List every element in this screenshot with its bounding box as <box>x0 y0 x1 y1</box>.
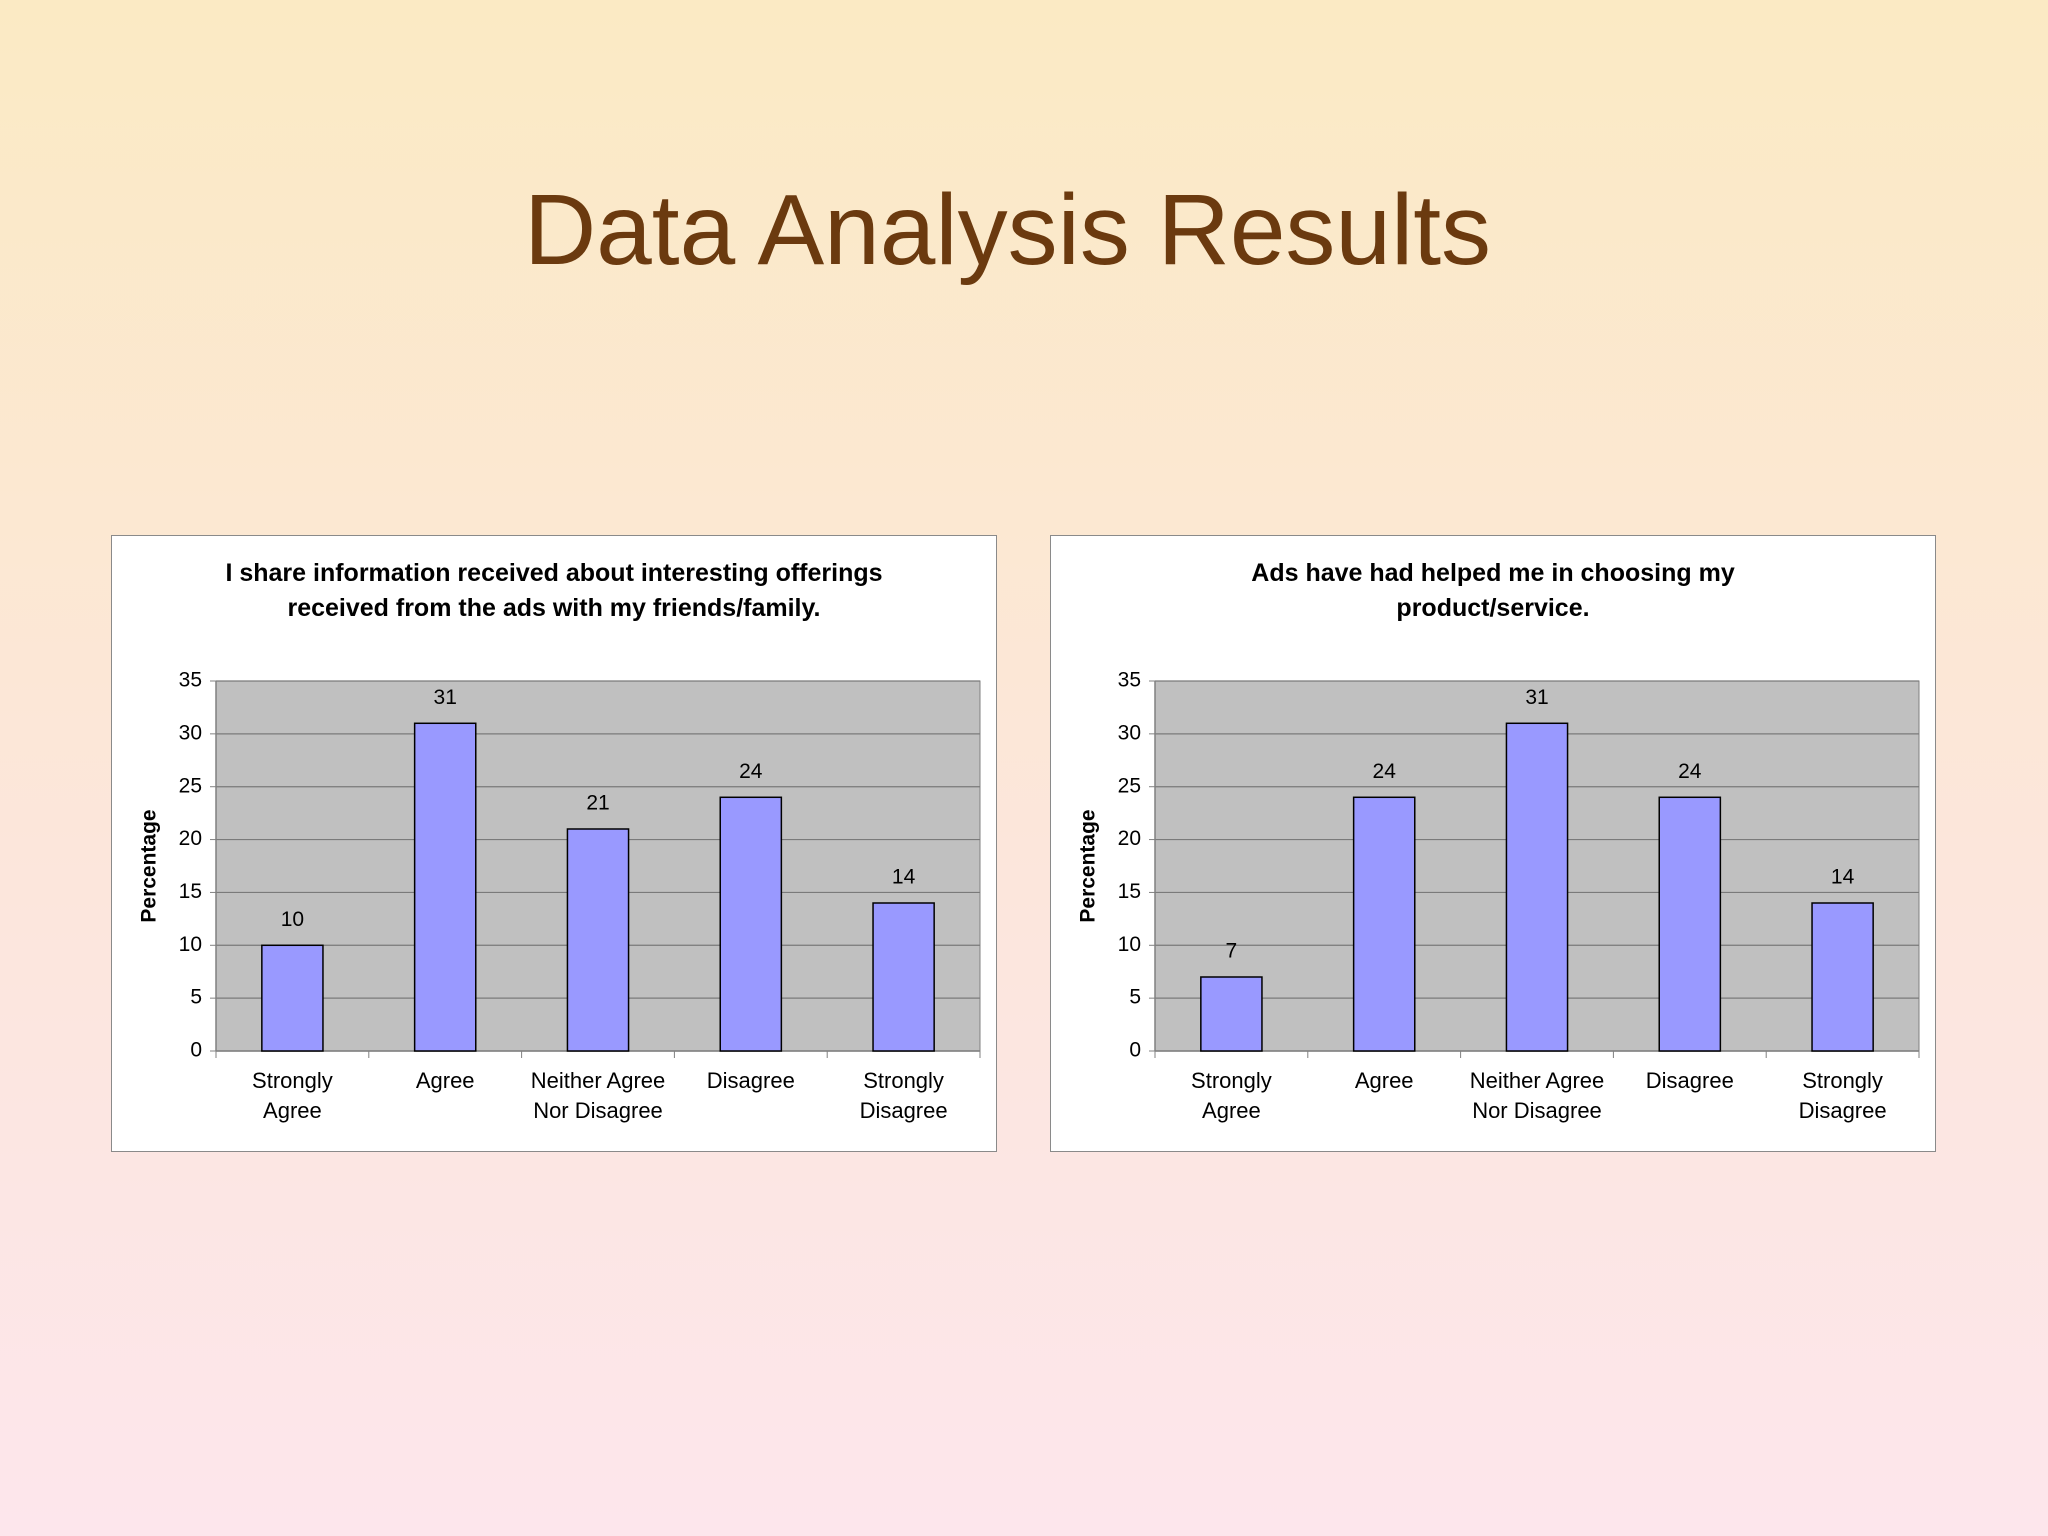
bar <box>1811 902 1874 1052</box>
x-tick-label: Neither Agree Nor Disagree <box>530 1068 666 1123</box>
y-tick-label: 5 <box>190 986 202 1009</box>
y-tick-label: 30 <box>179 721 202 744</box>
y-axis-label: Percentage <box>1077 809 1100 922</box>
data-label: 24 <box>1373 760 1397 783</box>
chart: Ads have had helped me in choosing my pr… <box>1050 535 1936 1152</box>
data-label: 14 <box>1831 866 1855 889</box>
data-label: 14 <box>892 866 916 889</box>
bar <box>1352 796 1416 1052</box>
chart-title: I share information received about inter… <box>225 559 883 622</box>
data-label: 24 <box>739 760 763 783</box>
y-tick-label: 20 <box>1118 827 1141 850</box>
plot: 0 5 10 15 20 25 30 35 Percentage 7 24 31 24 14 <box>1077 669 1920 1062</box>
y-tick-label: 15 <box>1118 880 1141 903</box>
y-tick-label: 25 <box>179 774 202 797</box>
plot: 0 5 10 15 20 25 30 35 Percentage 10 31 21 24 14 <box>138 669 981 1062</box>
y-tick-label: 25 <box>1118 774 1141 797</box>
bar <box>1200 976 1263 1052</box>
y-tick-label: 30 <box>1118 721 1141 744</box>
bar <box>413 722 477 1052</box>
x-tick-label: Strongly Disagree <box>1798 1068 1887 1123</box>
y-tick-label: 35 <box>1118 669 1141 692</box>
x-tick-label: Strongly Agree <box>1191 1068 1272 1123</box>
x-tick-label: Disagree <box>706 1068 795 1093</box>
bar <box>872 902 935 1052</box>
y-tick-label: 35 <box>179 669 202 692</box>
chart-title: Ads have had helped me in choosing my pr… <box>1251 559 1735 622</box>
bar <box>1505 722 1569 1052</box>
y-tick-label: 20 <box>179 827 202 850</box>
x-tick-label: Agree <box>1354 1068 1414 1093</box>
x-tick-label: Neither Agree Nor Disagree <box>1469 1068 1605 1123</box>
y-tick-label: 10 <box>179 933 202 956</box>
x-tick-label: Strongly Agree <box>252 1068 333 1123</box>
data-label: 31 <box>434 686 457 709</box>
bar <box>261 944 324 1052</box>
chart: I share information received about inter… <box>111 535 997 1152</box>
bar <box>1658 796 1722 1052</box>
y-tick-label: 15 <box>179 880 202 903</box>
y-tick-label: 10 <box>1118 933 1141 956</box>
bar <box>719 796 783 1052</box>
y-tick-label: 0 <box>1129 1039 1141 1062</box>
bar <box>566 828 630 1052</box>
data-label: 7 <box>1226 940 1238 963</box>
data-label: 10 <box>281 908 304 931</box>
slide-title: Data Analysis Results <box>523 174 1492 286</box>
data-label: 21 <box>586 792 609 815</box>
data-label: 31 <box>1525 686 1548 709</box>
y-axis-label: Percentage <box>138 809 161 922</box>
y-tick-label: 0 <box>190 1039 202 1062</box>
x-tick-label: Agree <box>415 1068 475 1093</box>
y-tick-label: 5 <box>1129 986 1141 1009</box>
x-tick-label: Disagree <box>1645 1068 1734 1093</box>
data-label: 24 <box>1678 760 1702 783</box>
x-tick-label: Strongly Disagree <box>859 1068 948 1123</box>
